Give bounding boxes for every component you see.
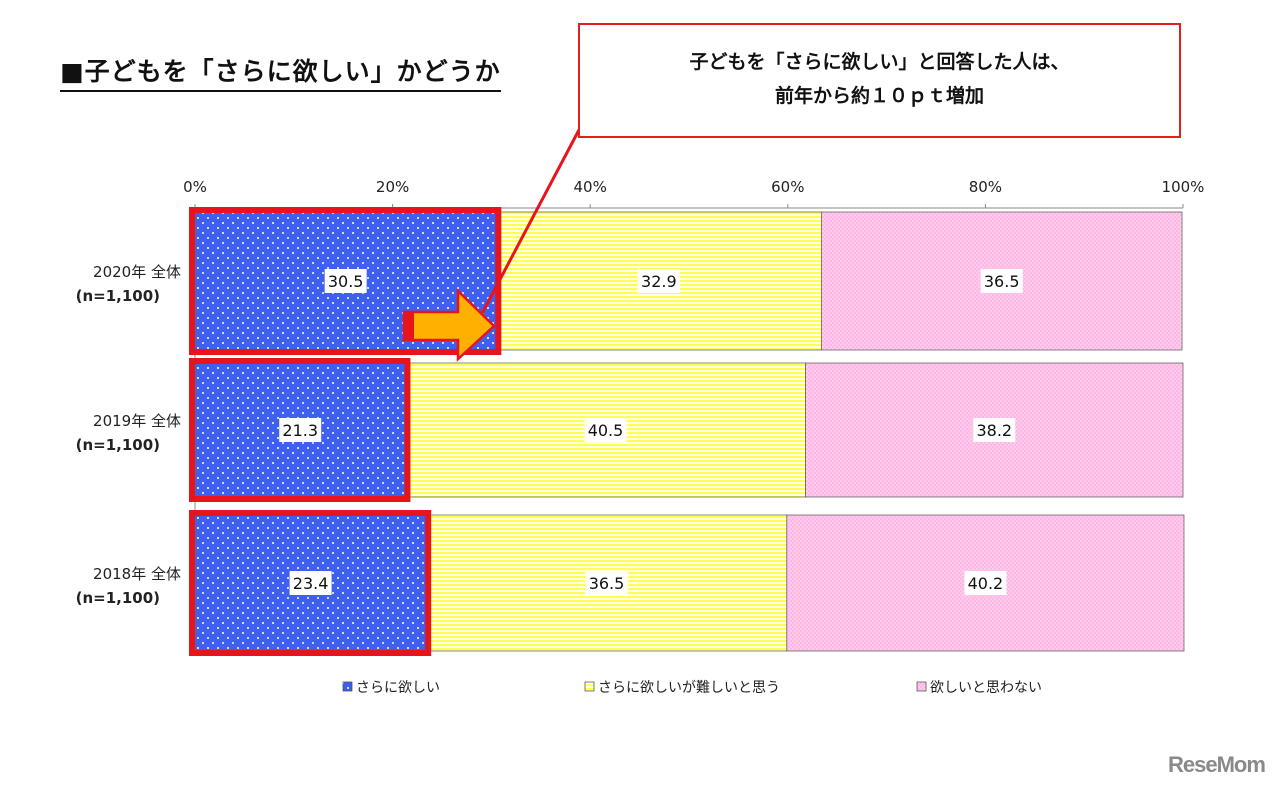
category-label: 2020年 全体 [93,263,181,281]
category-label: 2019年 全体 [93,412,181,430]
category-sample-size: (n=1,100) [76,589,160,607]
data-label-bg [324,269,367,293]
highlight-box [189,510,432,656]
legend-swatch [342,681,353,692]
data-label: 40.2 [968,574,1004,593]
callout-box: 子どもを「さらに欲しい」と回答した人は、 前年から約１０ｐｔ増加 [578,23,1181,138]
x-tick-label: 100% [1162,178,1205,196]
x-tick-label: 80% [969,178,1002,196]
legend-swatch [916,681,927,692]
category-sample-size: (n=1,100) [76,436,160,454]
data-label: 36.5 [589,574,625,593]
data-label: 21.3 [282,421,318,440]
category-sample-size: (n=1,100) [76,287,160,305]
data-label-bg [279,418,322,442]
x-tick-label: 20% [376,178,409,196]
data-label-bg [585,571,628,595]
legend-label: 欲しいと思わない [930,680,1042,696]
legend-label: さらに欲しい [356,680,440,696]
data-label: 36.5 [984,272,1020,291]
data-label: 32.9 [641,272,677,291]
arrow-tail-mark [404,312,414,340]
legend-label: さらに欲しいが難しいと思う [598,680,780,696]
data-label: 40.5 [588,421,624,440]
callout-line-2: 前年から約１０ｐｔ増加 [774,85,984,107]
data-label-bg [637,269,680,293]
legend-swatch [584,681,595,692]
x-tick-label: 60% [771,178,804,196]
data-label: 38.2 [976,421,1012,440]
highlight-box [189,358,411,502]
callout-line-1: 子どもを「さらに欲しい」と回答した人は、 [689,51,1070,73]
chart-title: ■子どもを「さらに欲しい」かどうか [60,52,501,92]
data-label-bg [973,418,1016,442]
callout-pointer-line [466,127,582,341]
category-label: 2018年 全体 [93,565,181,583]
data-label-bg [980,269,1023,293]
data-label: 30.5 [328,272,364,291]
x-tick-label: 40% [574,178,607,196]
data-label-bg [964,571,1007,595]
data-label-bg [584,418,627,442]
resemom-logo: ReseMom [1168,752,1266,777]
x-tick-label: 0% [183,178,207,196]
data-label: 23.4 [293,574,329,593]
data-label-bg [289,571,332,595]
